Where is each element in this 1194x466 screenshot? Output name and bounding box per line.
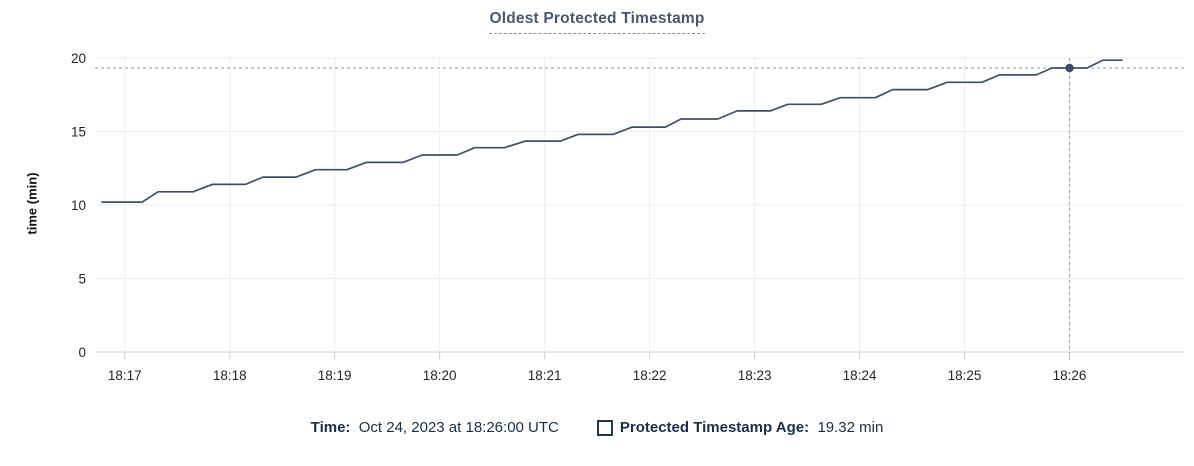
x-tick-label: 18:20 [423, 368, 457, 383]
legend-series-value: 19.32 min [817, 419, 884, 436]
x-tick-label: 18:17 [108, 368, 142, 383]
chart-plot-area[interactable]: 0 5 10 15 20 18:17 18:18 18:19 18:20 18:21 18:22 18… [0, 0, 1194, 400]
y-tick-label: 0 [78, 345, 86, 360]
chart-title: Oldest Protected Timestamp [0, 10, 1194, 34]
series-line [101, 59, 1123, 203]
x-tick-label: 18:21 [528, 368, 562, 383]
y-tick-label: 5 [78, 272, 86, 287]
x-tick-label: 18:19 [318, 368, 352, 383]
x-tick-label: 18:24 [843, 368, 877, 383]
legend-time-label: Time: [310, 419, 351, 436]
y-tick-label: 15 [71, 125, 86, 140]
x-tick-label: 18:18 [213, 368, 247, 383]
legend-spacer [350, 419, 358, 436]
legend-series-label: Protected Timestamp Age: [619, 419, 810, 436]
x-tick-label: 18:25 [948, 368, 982, 383]
legend-time-value: Oct 24, 2023 at 18:26:00 UTC [358, 419, 559, 436]
legend-series-group: Protected Timestamp Age: 19.32 min [596, 419, 884, 436]
y-tick-label: 20 [71, 51, 86, 66]
legend-spacer [809, 419, 817, 436]
chart-hover-legend: Time: Oct 24, 2023 at 18:26:00 UTC Prote… [0, 419, 1194, 436]
chart-title-text[interactable]: Oldest Protected Timestamp [489, 10, 705, 34]
legend-time-group: Time: Oct 24, 2023 at 18:26:00 UTC [311, 419, 559, 436]
series-color-chip-icon [596, 419, 613, 436]
x-tick-label: 18:26 [1053, 368, 1087, 383]
hover-point-marker [1065, 63, 1074, 73]
x-tick-label: 18:23 [738, 368, 772, 383]
x-tick-label: 18:22 [633, 368, 667, 383]
y-tick-label: 10 [71, 198, 86, 213]
